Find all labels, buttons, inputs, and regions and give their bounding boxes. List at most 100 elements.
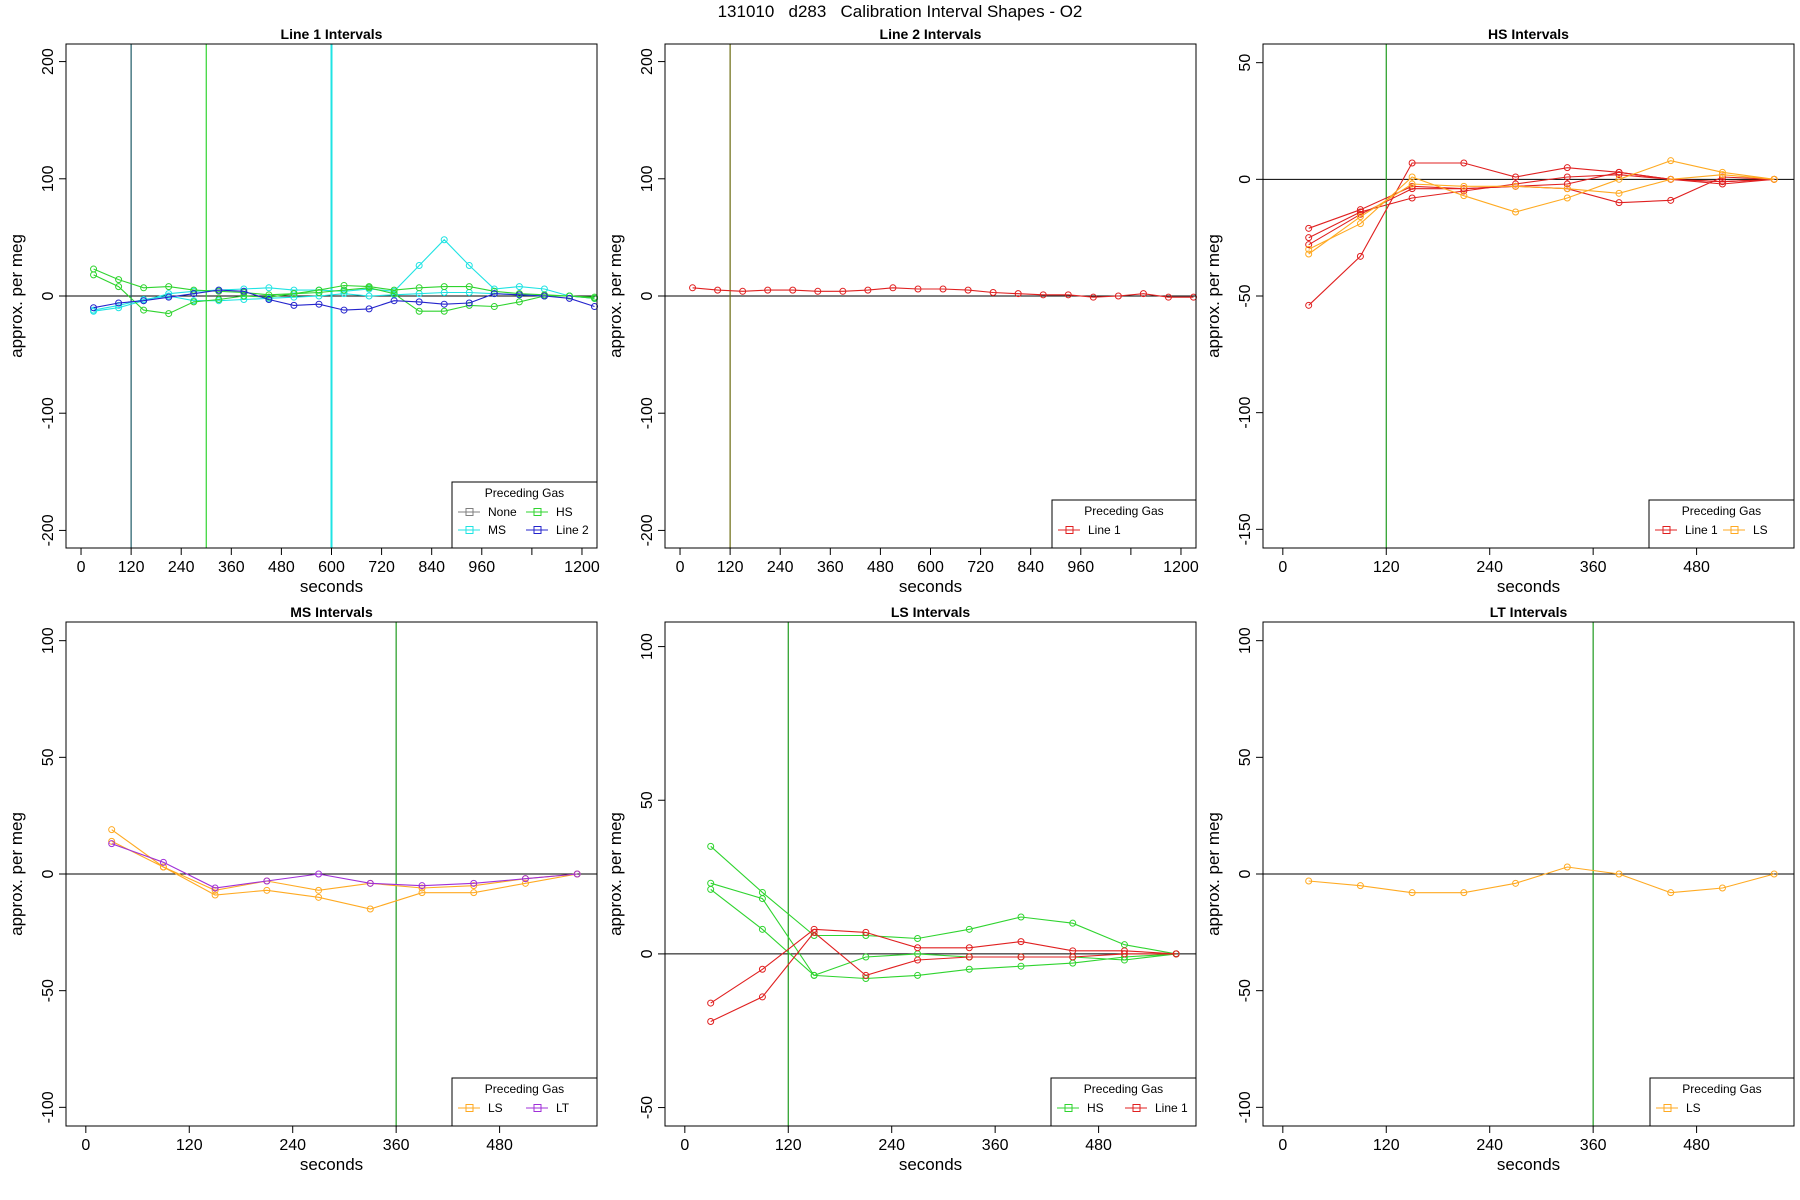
data-point xyxy=(862,928,870,936)
y-tick-label: -100 xyxy=(1237,397,1254,429)
y-axis-label: approx. per meg xyxy=(606,812,625,936)
y-tick-label: 200 xyxy=(40,48,57,75)
chart-title: Line 2 Intervals xyxy=(880,26,982,42)
data-point xyxy=(862,971,870,979)
data-point xyxy=(465,299,473,307)
x-axis-label: seconds xyxy=(899,577,962,596)
data-point xyxy=(1615,189,1623,197)
y-tick-label: -100 xyxy=(639,397,656,429)
chart-panel-5: LS Intervals 0 120 240 360 480 seconds -50 0 50 10… xyxy=(606,604,1197,1174)
data-point xyxy=(889,284,897,292)
data-point xyxy=(390,290,398,298)
data-point xyxy=(1017,953,1025,961)
data-point xyxy=(1356,213,1364,221)
legend-box xyxy=(1648,499,1795,549)
legend-entry-label: Line 1 xyxy=(1088,523,1121,537)
legend-box xyxy=(1050,1077,1197,1127)
data-point xyxy=(1017,962,1025,970)
y-tick-label: 100 xyxy=(639,165,656,192)
legend-swatch-marker xyxy=(465,1104,474,1112)
data-point xyxy=(165,310,173,318)
data-point xyxy=(540,292,548,300)
chart-panel-3: HS Intervals 0 120 240 360 480 seconds -150 -100… xyxy=(1204,26,1795,596)
data-point xyxy=(265,293,273,301)
data-point xyxy=(758,925,766,933)
data-point xyxy=(814,287,822,295)
y-tick-label: 0 xyxy=(1237,869,1254,878)
data-point xyxy=(265,296,273,304)
data-point xyxy=(964,286,972,294)
legend-entry-label: HS xyxy=(556,505,573,519)
x-axis-label: seconds xyxy=(1497,577,1560,596)
data-point xyxy=(1615,199,1623,207)
x-tick-label: 0 xyxy=(1278,1137,1287,1154)
plot-frame xyxy=(1262,43,1795,549)
data-point xyxy=(1069,919,1077,927)
data-point xyxy=(115,299,123,307)
x-tick-label: 1200 xyxy=(564,559,600,576)
data-point xyxy=(1305,234,1313,242)
y-tick-label: -50 xyxy=(40,979,57,1002)
data-point xyxy=(965,944,973,952)
y-tick-label: 100 xyxy=(40,165,57,192)
data-point xyxy=(415,298,423,306)
data-point xyxy=(758,965,766,973)
y-tick-label: 0 xyxy=(639,949,656,958)
data-point xyxy=(521,875,529,883)
data-point xyxy=(1305,224,1313,232)
y-tick-label: 100 xyxy=(1237,627,1254,654)
data-point xyxy=(864,286,872,294)
x-tick-label: 240 xyxy=(1476,559,1503,576)
legend-swatch-marker xyxy=(1663,1104,1672,1112)
x-tick-label: 480 xyxy=(486,1137,513,1154)
data-point xyxy=(1305,241,1313,249)
legend-swatch-marker xyxy=(533,508,542,516)
data-point xyxy=(365,284,373,292)
data-point xyxy=(418,882,426,890)
data-point xyxy=(758,993,766,1001)
legend-swatch-marker xyxy=(533,1104,542,1112)
data-point xyxy=(573,870,581,878)
x-tick-label: 240 xyxy=(1476,1137,1503,1154)
y-tick-label: 100 xyxy=(40,627,57,654)
data-point xyxy=(140,297,148,305)
data-point xyxy=(215,296,223,304)
data-point xyxy=(1172,950,1180,958)
figure-title: 131010 d283 Calibration Interval Shapes … xyxy=(717,2,1083,21)
data-point xyxy=(1512,173,1520,181)
legend-swatch-marker xyxy=(1065,526,1074,534)
data-point xyxy=(1408,185,1416,193)
chart-title: MS Intervals xyxy=(290,604,373,620)
y-tick-label: -50 xyxy=(639,1096,656,1119)
x-tick-label: 600 xyxy=(917,559,944,576)
data-point xyxy=(440,236,448,244)
series-line xyxy=(1308,174,1775,255)
data-point xyxy=(365,292,373,300)
data-point xyxy=(1164,293,1172,301)
data-point xyxy=(1460,187,1468,195)
data-point xyxy=(914,285,922,293)
data-point xyxy=(108,837,116,845)
data-point xyxy=(1512,180,1520,188)
legend-entry-label: Line 1 xyxy=(1155,1101,1188,1115)
legend-entry-label: MS xyxy=(488,523,506,537)
data-point xyxy=(810,928,818,936)
series-line xyxy=(1308,174,1775,239)
data-point xyxy=(1563,164,1571,172)
data-point xyxy=(315,288,323,296)
data-point xyxy=(465,301,473,309)
plot-frame xyxy=(664,621,1197,1127)
series-line xyxy=(710,882,1177,980)
chart-title: HS Intervals xyxy=(1488,26,1569,42)
data-point xyxy=(1408,159,1416,167)
data-point xyxy=(515,283,523,291)
series-line xyxy=(710,928,1177,1004)
series-line xyxy=(111,829,578,910)
data-point xyxy=(340,281,348,289)
data-point xyxy=(758,895,766,903)
chart-panel-6: LT Intervals 0 120 240 360 480 seconds -100 -50 0… xyxy=(1204,604,1795,1174)
y-tick-label: -100 xyxy=(40,1091,57,1123)
x-tick-label: 360 xyxy=(218,559,245,576)
legend-box xyxy=(1649,1077,1795,1127)
data-point xyxy=(565,294,573,302)
